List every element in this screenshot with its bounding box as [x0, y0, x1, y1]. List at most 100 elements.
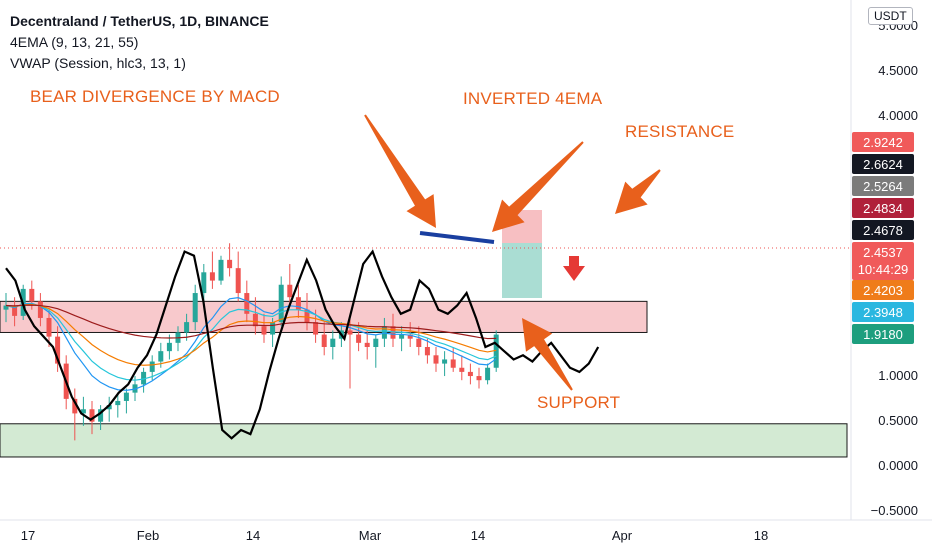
candle-body — [106, 405, 112, 410]
price-badge — [852, 220, 914, 240]
price-badge — [852, 132, 914, 152]
target-box — [502, 243, 542, 298]
candle-body — [244, 293, 250, 314]
chart-grid — [0, 0, 932, 521]
candle-body — [166, 342, 172, 352]
indicator-4ema-label[interactable]: 4EMA (9, 13, 21, 55) — [10, 34, 139, 50]
price-badge — [852, 154, 914, 174]
support-annotation: SUPPORT — [537, 393, 621, 412]
candle-body — [115, 400, 121, 406]
candle-body — [218, 259, 224, 281]
red-down-arrow — [563, 256, 585, 281]
resistance-annotation: RESISTANCE — [625, 122, 735, 141]
ema-9-line — [5, 297, 497, 391]
candle-body — [72, 398, 78, 414]
candle-body — [184, 322, 190, 333]
candle-body — [141, 371, 147, 385]
inverted-ema-highlight — [419, 231, 495, 244]
time-tick-label: 18 — [754, 528, 768, 543]
ema-lines-layer — [5, 231, 497, 391]
time-axis[interactable]: 17 Feb 14 Mar 14 Apr 18 — [21, 528, 768, 543]
support-zone — [0, 423, 848, 458]
time-tick-label: Apr — [612, 528, 633, 543]
price-tick-label: 4.5000 — [878, 63, 918, 78]
candle-body — [476, 376, 482, 381]
price-badge-label: 2.5264 — [863, 179, 903, 194]
price-badge — [852, 324, 914, 344]
price-badge-label: 2.4678 — [863, 223, 903, 238]
candle-body — [485, 367, 491, 381]
candle-body — [287, 284, 293, 298]
macd-line — [5, 249, 600, 440]
candle-body — [80, 409, 86, 414]
price-axis[interactable]: 5.00004.50004.00001.00000.50000.0000−0.5… — [852, 18, 918, 518]
price-badge — [852, 242, 914, 280]
annotation-arrows-layer — [364, 114, 661, 391]
price-tick-label: 0.5000 — [878, 413, 918, 428]
candle-body — [46, 317, 52, 337]
currency-button[interactable]: USDT — [868, 7, 913, 25]
candle-body — [29, 288, 35, 302]
candle-body — [55, 336, 61, 364]
support-arrow — [522, 318, 573, 391]
bear-divergence-annotation: BEAR DIVERGENCE BY MACD — [30, 87, 280, 106]
time-tick-label: 17 — [21, 528, 35, 543]
candle-body — [3, 305, 9, 310]
candle-body — [459, 367, 465, 372]
price-badge-label: 2.4203 — [863, 283, 903, 298]
price-badge — [852, 198, 914, 218]
candle-body — [364, 342, 370, 347]
candle-body — [424, 347, 430, 356]
price-badge-label: 1.9180 — [863, 327, 903, 342]
symbol-title[interactable]: Decentraland / TetherUS, 1D, BINANCE — [10, 13, 269, 29]
price-tick-label: 4.0000 — [878, 108, 918, 123]
candle-body — [433, 355, 439, 364]
candle-body — [192, 293, 198, 323]
bear-divergence-arrow — [364, 114, 436, 228]
ema-21-line — [5, 303, 497, 366]
price-badge-label: 2.9242 — [863, 135, 903, 150]
candle-body — [356, 334, 362, 343]
indicator-vwap-label[interactable]: VWAP (Session, hlc3, 13, 1) — [10, 55, 186, 71]
price-badge — [852, 176, 914, 196]
candle-body — [12, 305, 18, 316]
candle-body — [261, 326, 267, 335]
price-tick-label: 1.0000 — [878, 368, 918, 383]
zones-layer — [0, 210, 850, 458]
price-badge — [852, 302, 914, 322]
candle-body — [278, 284, 284, 323]
candle-body — [304, 309, 310, 323]
ema-55-line — [5, 304, 497, 340]
candle-body — [347, 330, 353, 335]
candle-body — [295, 297, 301, 310]
price-badge-label: 2.4537 — [863, 245, 903, 260]
candle-body — [313, 322, 319, 335]
candle-body — [373, 338, 379, 347]
time-tick-label: Feb — [137, 528, 159, 543]
candle-body — [270, 322, 276, 335]
candle-body — [209, 272, 215, 281]
price-tick-label: −0.5000 — [871, 503, 918, 518]
inverted-ema-arrow — [492, 141, 584, 232]
price-badge — [852, 280, 914, 300]
time-tick-label: 14 — [471, 528, 485, 543]
price-badge-label: 2.3948 — [863, 305, 903, 320]
candle-body — [227, 259, 233, 269]
candle-body — [399, 334, 405, 339]
price-tick-label: 0.0000 — [878, 458, 918, 473]
candle-body — [442, 359, 448, 364]
candle-body — [321, 334, 327, 347]
candle-body — [493, 334, 499, 368]
candle-body — [467, 371, 473, 377]
candle-body — [450, 359, 456, 368]
candle-body — [98, 409, 104, 422]
macd-overlay-layer — [5, 249, 600, 440]
candle-body — [252, 313, 258, 327]
candle-body — [149, 361, 155, 372]
ema-13-line — [5, 303, 497, 381]
candle-body — [37, 301, 43, 318]
candle-body — [123, 392, 129, 401]
candles-layer — [3, 243, 499, 441]
candle-body — [381, 326, 387, 339]
